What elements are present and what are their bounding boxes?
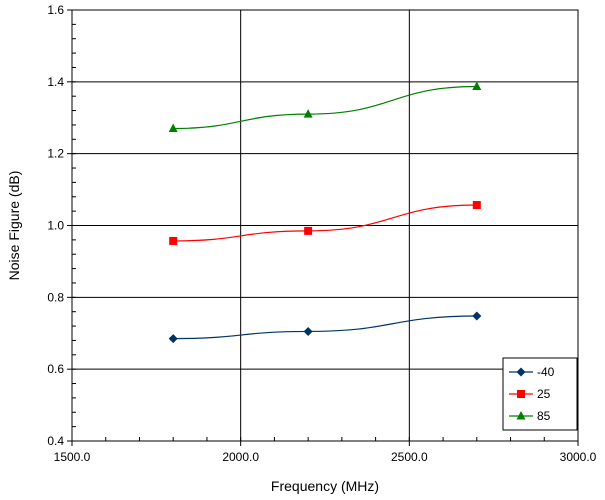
grid xyxy=(72,10,578,441)
y-tick-label: 1.0 xyxy=(47,219,64,233)
data-point xyxy=(303,326,313,336)
series-line xyxy=(173,315,477,340)
data-point xyxy=(472,311,482,321)
data-point xyxy=(168,334,178,344)
data-point xyxy=(304,226,313,235)
data-point xyxy=(472,201,481,210)
data-point xyxy=(169,236,178,245)
series-1 xyxy=(169,201,481,245)
data-point xyxy=(168,123,178,133)
x-tick-label: 2500.0 xyxy=(391,450,428,464)
legend-marker xyxy=(516,411,526,420)
legend-label: 85 xyxy=(537,409,551,423)
y-axis: 0.4 0.6 0.8 1.0 1.2 1.4 1.6 xyxy=(47,3,72,448)
series-0 xyxy=(168,311,482,344)
series-line xyxy=(173,204,477,242)
y-tick-label: 1.4 xyxy=(47,75,64,89)
x-axis-title: Frequency (MHz) xyxy=(271,478,379,494)
series-2 xyxy=(168,81,482,133)
y-tick-label: 1.2 xyxy=(47,147,64,161)
x-tick-label: 1500.0 xyxy=(54,450,91,464)
y-tick-label: 0.4 xyxy=(47,434,64,448)
series-group xyxy=(168,81,482,344)
data-point xyxy=(303,109,313,118)
y-tick-label: 1.6 xyxy=(47,3,64,17)
legend: -40 25 85 xyxy=(502,357,578,431)
data-point xyxy=(472,81,482,91)
y-tick-label: 0.6 xyxy=(47,362,64,376)
legend-label: -40 xyxy=(537,365,555,379)
x-axis: 1500.0 2000.0 2500.0 3000.0 xyxy=(54,441,597,464)
minor-ticks xyxy=(71,9,579,442)
series-line xyxy=(173,85,477,130)
legend-marker xyxy=(517,390,525,398)
x-tick-label: 2000.0 xyxy=(222,450,259,464)
x-tick-label: 3000.0 xyxy=(560,450,597,464)
y-tick-label: 0.8 xyxy=(47,290,64,304)
legend-label: 25 xyxy=(537,387,551,401)
y-axis-title: Noise Figure (dB) xyxy=(6,171,22,281)
legend-marker xyxy=(516,367,526,377)
